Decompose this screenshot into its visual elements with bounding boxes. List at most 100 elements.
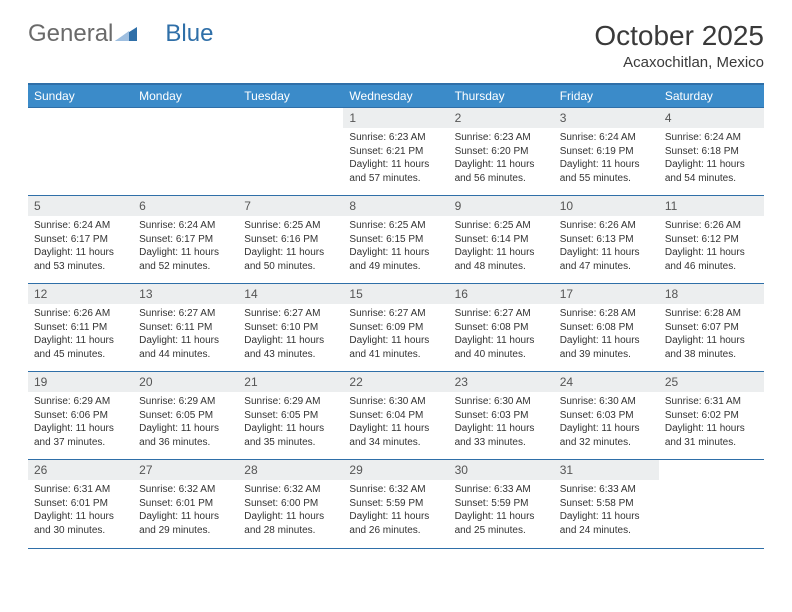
- day-line: Daylight: 11 hours and 38 minutes.: [665, 334, 758, 361]
- location: Acaxochitlan, Mexico: [594, 54, 764, 71]
- day-cell: 9Sunrise: 6:25 AMSunset: 6:14 PMDaylight…: [449, 196, 554, 284]
- day-line: Sunset: 6:21 PM: [349, 145, 442, 159]
- day-line: Sunrise: 6:27 AM: [455, 307, 548, 321]
- day-line: Sunrise: 6:24 AM: [560, 131, 653, 145]
- day-line: Sunrise: 6:26 AM: [34, 307, 127, 321]
- calendar-body: 1Sunrise: 6:23 AMSunset: 6:21 PMDaylight…: [28, 108, 764, 548]
- day-line: Sunset: 6:17 PM: [139, 233, 232, 247]
- day-number: 26: [28, 460, 133, 480]
- day-body: Sunrise: 6:27 AMSunset: 6:11 PMDaylight:…: [133, 304, 238, 364]
- day-cell: 31Sunrise: 6:33 AMSunset: 5:58 PMDayligh…: [554, 460, 659, 548]
- day-cell: 10Sunrise: 6:26 AMSunset: 6:13 PMDayligh…: [554, 196, 659, 284]
- day-line: Daylight: 11 hours and 29 minutes.: [139, 510, 232, 537]
- day-line: Sunset: 6:15 PM: [349, 233, 442, 247]
- day-cell: 11Sunrise: 6:26 AMSunset: 6:12 PMDayligh…: [659, 196, 764, 284]
- day-cell: 21Sunrise: 6:29 AMSunset: 6:05 PMDayligh…: [238, 372, 343, 460]
- day-line: Sunrise: 6:32 AM: [139, 483, 232, 497]
- day-cell: 14Sunrise: 6:27 AMSunset: 6:10 PMDayligh…: [238, 284, 343, 372]
- day-cell: 29Sunrise: 6:32 AMSunset: 5:59 PMDayligh…: [343, 460, 448, 548]
- day-line: Daylight: 11 hours and 43 minutes.: [244, 334, 337, 361]
- day-number: 25: [659, 372, 764, 392]
- day-line: Sunrise: 6:33 AM: [455, 483, 548, 497]
- day-cell: 4Sunrise: 6:24 AMSunset: 6:18 PMDaylight…: [659, 108, 764, 196]
- day-cell: 3Sunrise: 6:24 AMSunset: 6:19 PMDaylight…: [554, 108, 659, 196]
- day-line: Sunset: 6:02 PM: [665, 409, 758, 423]
- week-row: 19Sunrise: 6:29 AMSunset: 6:06 PMDayligh…: [28, 372, 764, 460]
- dow-monday: Monday: [133, 84, 238, 108]
- day-body: Sunrise: 6:23 AMSunset: 6:21 PMDaylight:…: [343, 128, 448, 188]
- day-line: Daylight: 11 hours and 32 minutes.: [560, 422, 653, 449]
- calendar-page: General Blue October 2025 Acaxochitlan, …: [0, 0, 792, 569]
- day-number: 11: [659, 196, 764, 216]
- day-number: 16: [449, 284, 554, 304]
- day-body: Sunrise: 6:24 AMSunset: 6:18 PMDaylight:…: [659, 128, 764, 188]
- logo: General Blue: [28, 20, 213, 48]
- day-line: Sunrise: 6:23 AM: [455, 131, 548, 145]
- day-line: Sunset: 6:10 PM: [244, 321, 337, 335]
- day-line: Sunrise: 6:23 AM: [349, 131, 442, 145]
- day-number: 13: [133, 284, 238, 304]
- day-body: Sunrise: 6:29 AMSunset: 6:05 PMDaylight:…: [133, 392, 238, 452]
- day-number: 19: [28, 372, 133, 392]
- day-body: Sunrise: 6:24 AMSunset: 6:17 PMDaylight:…: [28, 216, 133, 276]
- day-line: Sunset: 6:20 PM: [455, 145, 548, 159]
- day-line: Daylight: 11 hours and 35 minutes.: [244, 422, 337, 449]
- day-body: Sunrise: 6:30 AMSunset: 6:04 PMDaylight:…: [343, 392, 448, 452]
- day-body: Sunrise: 6:32 AMSunset: 6:00 PMDaylight:…: [238, 480, 343, 540]
- day-body: Sunrise: 6:26 AMSunset: 6:11 PMDaylight:…: [28, 304, 133, 364]
- day-line: Sunset: 6:01 PM: [34, 497, 127, 511]
- day-number: 3: [554, 108, 659, 128]
- day-cell: 18Sunrise: 6:28 AMSunset: 6:07 PMDayligh…: [659, 284, 764, 372]
- day-line: Daylight: 11 hours and 50 minutes.: [244, 246, 337, 273]
- day-body: Sunrise: 6:29 AMSunset: 6:06 PMDaylight:…: [28, 392, 133, 452]
- day-line: Daylight: 11 hours and 25 minutes.: [455, 510, 548, 537]
- day-line: Sunset: 6:09 PM: [349, 321, 442, 335]
- day-cell: 28Sunrise: 6:32 AMSunset: 6:00 PMDayligh…: [238, 460, 343, 548]
- day-body: Sunrise: 6:31 AMSunset: 6:02 PMDaylight:…: [659, 392, 764, 452]
- day-line: Sunrise: 6:32 AM: [244, 483, 337, 497]
- calendar-table: Sunday Monday Tuesday Wednesday Thursday…: [28, 83, 764, 548]
- month-title: October 2025: [594, 20, 764, 52]
- day-number: 22: [343, 372, 448, 392]
- day-number: 2: [449, 108, 554, 128]
- bottom-rule: [28, 548, 764, 549]
- day-line: Sunset: 5:59 PM: [455, 497, 548, 511]
- day-body: Sunrise: 6:26 AMSunset: 6:13 PMDaylight:…: [554, 216, 659, 276]
- day-number: 24: [554, 372, 659, 392]
- day-body: Sunrise: 6:25 AMSunset: 6:14 PMDaylight:…: [449, 216, 554, 276]
- day-cell: 20Sunrise: 6:29 AMSunset: 6:05 PMDayligh…: [133, 372, 238, 460]
- day-line: Sunset: 6:12 PM: [665, 233, 758, 247]
- header: General Blue October 2025 Acaxochitlan, …: [28, 20, 764, 71]
- day-line: Daylight: 11 hours and 26 minutes.: [349, 510, 442, 537]
- day-line: Daylight: 11 hours and 55 minutes.: [560, 158, 653, 185]
- day-cell: [133, 108, 238, 196]
- day-line: Sunrise: 6:27 AM: [139, 307, 232, 321]
- day-number: 9: [449, 196, 554, 216]
- day-body: Sunrise: 6:27 AMSunset: 6:08 PMDaylight:…: [449, 304, 554, 364]
- day-line: Daylight: 11 hours and 36 minutes.: [139, 422, 232, 449]
- day-line: Daylight: 11 hours and 28 minutes.: [244, 510, 337, 537]
- day-number: 14: [238, 284, 343, 304]
- day-line: Sunrise: 6:25 AM: [244, 219, 337, 233]
- day-cell: 7Sunrise: 6:25 AMSunset: 6:16 PMDaylight…: [238, 196, 343, 284]
- day-number: 29: [343, 460, 448, 480]
- day-line: Sunrise: 6:29 AM: [244, 395, 337, 409]
- day-line: Sunrise: 6:24 AM: [34, 219, 127, 233]
- day-number: 4: [659, 108, 764, 128]
- day-line: Daylight: 11 hours and 57 minutes.: [349, 158, 442, 185]
- day-cell: 15Sunrise: 6:27 AMSunset: 6:09 PMDayligh…: [343, 284, 448, 372]
- day-number: 27: [133, 460, 238, 480]
- day-cell: 12Sunrise: 6:26 AMSunset: 6:11 PMDayligh…: [28, 284, 133, 372]
- day-number: 28: [238, 460, 343, 480]
- day-number: 23: [449, 372, 554, 392]
- week-row: 12Sunrise: 6:26 AMSunset: 6:11 PMDayligh…: [28, 284, 764, 372]
- day-line: Sunset: 6:03 PM: [455, 409, 548, 423]
- day-body: Sunrise: 6:32 AMSunset: 5:59 PMDaylight:…: [343, 480, 448, 540]
- day-body: Sunrise: 6:28 AMSunset: 6:08 PMDaylight:…: [554, 304, 659, 364]
- day-line: Sunset: 6:01 PM: [139, 497, 232, 511]
- day-line: Sunset: 6:05 PM: [139, 409, 232, 423]
- day-line: Daylight: 11 hours and 49 minutes.: [349, 246, 442, 273]
- day-body: Sunrise: 6:33 AMSunset: 5:59 PMDaylight:…: [449, 480, 554, 540]
- day-line: Sunrise: 6:30 AM: [349, 395, 442, 409]
- day-number: 17: [554, 284, 659, 304]
